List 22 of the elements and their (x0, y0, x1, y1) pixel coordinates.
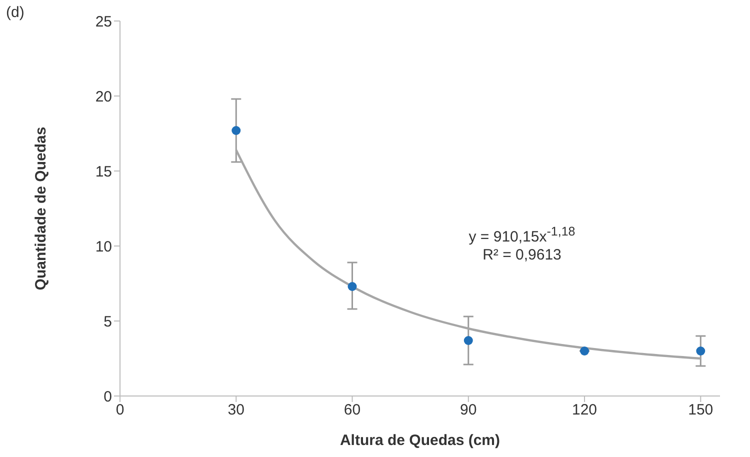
x-tick-label: 60 (344, 402, 361, 419)
y-tick-label: 20 (95, 88, 112, 106)
x-tick-label: 0 (116, 402, 124, 419)
y-axis-title: Quantidade de Quedas (32, 126, 50, 290)
x-tick-label: 90 (460, 402, 477, 419)
y-tick-label: 25 (95, 13, 112, 30)
point (464, 336, 473, 345)
y-tick-label: 15 (95, 163, 112, 180)
x-tick-label: 150 (688, 402, 714, 419)
y-tick-label: 0 (104, 388, 112, 406)
text: (d) (6, 4, 24, 21)
y-tick-label: 5 (104, 313, 112, 330)
point (580, 346, 590, 356)
point (348, 282, 357, 291)
point (696, 346, 706, 356)
annotation: R² = 0,9613 (482, 246, 562, 264)
point (232, 126, 241, 135)
x-tick-label: 30 (228, 402, 244, 419)
y-tick-label: 10 (95, 238, 112, 256)
annotation: y = 910,15x$^{-1,18}$ (468, 224, 576, 246)
x-axis-title: Altura de Quedas (cm) (340, 432, 500, 449)
x-tick-label: 120 (572, 402, 598, 419)
